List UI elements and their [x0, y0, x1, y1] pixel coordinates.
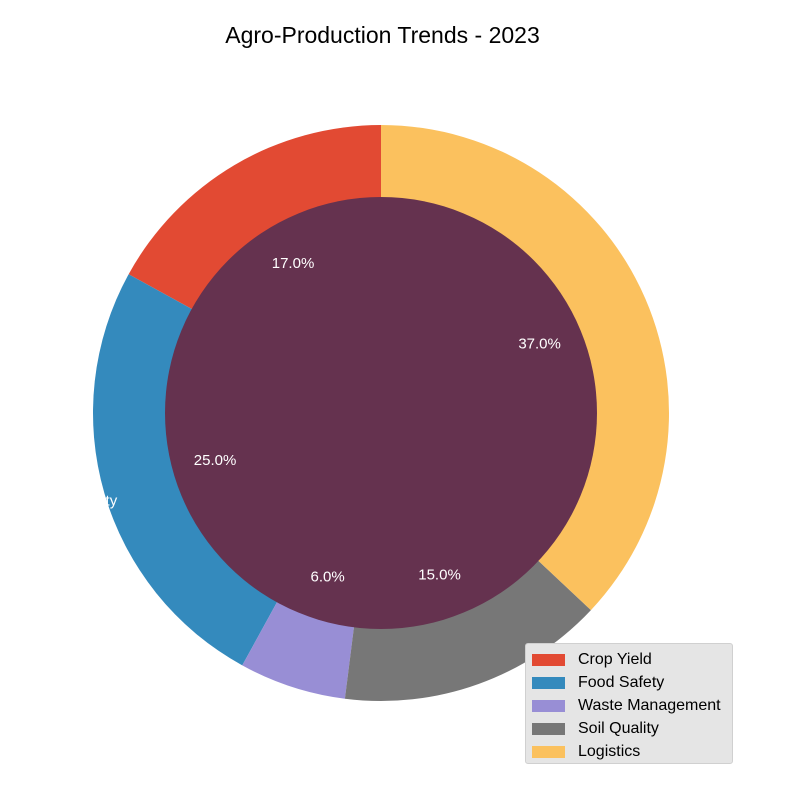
percent-label-logistics: 37.0% [518, 335, 561, 352]
legend-item-logistics: Logistics [532, 741, 732, 764]
category-label-waste-management: Waste Management [216, 705, 351, 722]
legend-item-soil-quality: Soil Quality [532, 718, 732, 741]
legend-label-food-safety: Food Safety [578, 673, 665, 691]
legend-item-crop-yield: Crop Yield [532, 648, 732, 671]
percent-label-waste-management: 6.0% [311, 568, 345, 585]
legend-swatch-soil-quality [532, 723, 565, 736]
legend-label-soil-quality: Soil Quality [578, 720, 659, 738]
percent-labels-group: 17.0% 25.0% 6.0% 15.0% 37.0% [194, 255, 561, 585]
percent-label-crop-yield: 17.0% [272, 255, 315, 272]
legend-swatch-food-safety [532, 676, 565, 689]
chart-title: Agro-Production Trends - 2023 [225, 22, 540, 48]
legend-swatch-waste-management [532, 699, 565, 712]
donut-center [165, 197, 597, 629]
legend-label-waste-management: Waste Management [578, 696, 721, 714]
category-labels-group: Crop Yield Food Safety Waste Management Soi… [36, 131, 701, 722]
percent-label-soil-quality: 15.0% [418, 567, 461, 584]
percent-label-food-safety: 25.0% [194, 452, 237, 469]
legend-label-logistics: Logistics [578, 743, 641, 761]
legend-label-crop-yield: Crop Yield [578, 650, 652, 668]
category-label-crop-yield: Crop Yield [185, 131, 254, 148]
legend: Crop Yield Food Safety Waste Management Soi… [525, 643, 733, 764]
legend-item-food-safety: Food Safety [532, 671, 732, 694]
legend-item-waste-management: Waste Management [532, 694, 732, 717]
category-label-logistics: Logistics [643, 278, 701, 295]
legend-swatch-crop-yield [532, 653, 565, 666]
category-label-food-safety: Food Safety [36, 492, 117, 509]
legend-swatch-logistics [532, 746, 565, 759]
category-label-soil-quality: Soil Quality [450, 702, 526, 719]
